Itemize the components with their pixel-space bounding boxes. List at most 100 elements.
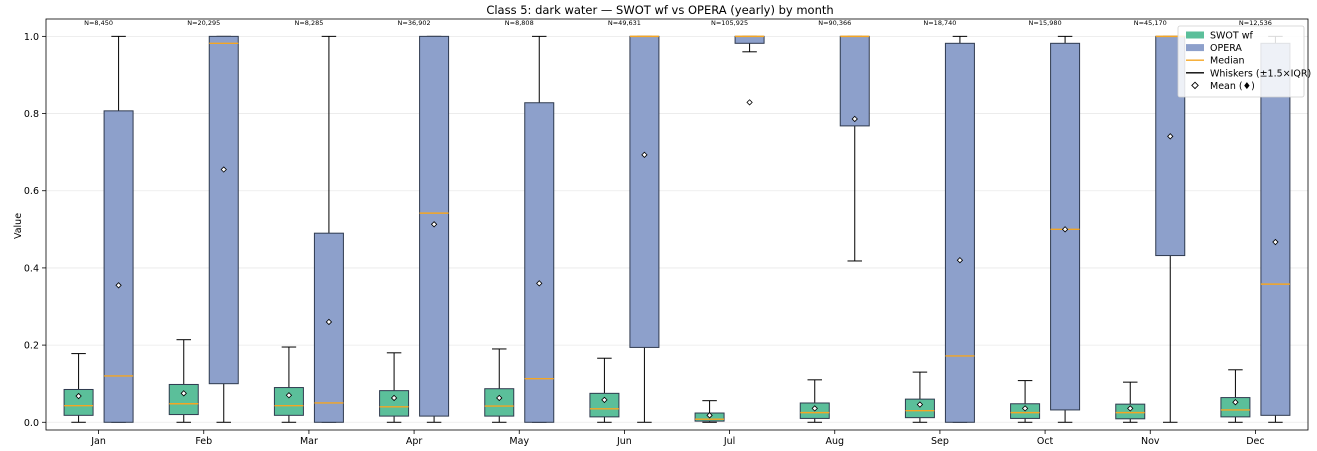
x-tick-label: Jul (723, 436, 735, 447)
mean-marker (1061, 226, 1069, 233)
mean-marker (1167, 133, 1174, 140)
x-tick-label: Oct (1037, 436, 1054, 447)
box-swot-wf-jan (63, 353, 94, 423)
mean-marker (325, 318, 333, 326)
box-swot-wf-dec (1220, 369, 1251, 423)
x-tick-label: Nov (1141, 436, 1160, 447)
mean-marker (115, 282, 122, 289)
box-swot-wf-sep (904, 371, 935, 423)
y-tick-label: 0.8 (24, 109, 39, 120)
box-body (379, 390, 410, 417)
x-tick-label: Apr (406, 436, 423, 447)
legend-label: Whiskers (±1.5×IQR) (1210, 68, 1311, 79)
sample-count-label: N=18,740 (923, 19, 956, 27)
plot-frame (45, 18, 1309, 431)
box-swot-wf-feb (168, 339, 199, 423)
box-opera-may (524, 35, 555, 423)
box-body (484, 388, 515, 417)
mean-marker (916, 401, 924, 408)
x-tick-label: May (509, 436, 529, 447)
mean-marker (1127, 405, 1134, 412)
sample-count-label: N=12,536 (1239, 19, 1272, 27)
legend-label: Median (1210, 56, 1245, 67)
mean-marker (601, 396, 608, 404)
sample-count-label: N=8,808 (505, 19, 534, 27)
box-body (1220, 397, 1251, 418)
sample-count-label: N=49,631 (608, 19, 641, 27)
box-opera-jan (103, 35, 134, 423)
box-opera-sep (944, 35, 975, 423)
legend-swatch (1186, 44, 1204, 52)
mean-marker (811, 405, 818, 412)
x-tick-label: Jan (90, 436, 106, 447)
mean-marker (1232, 399, 1239, 406)
sample-count-label: N=90,366 (818, 19, 851, 27)
box-body (1155, 35, 1186, 257)
mean-marker (220, 166, 227, 173)
x-tick-label: Dec (1246, 436, 1264, 447)
box-body (313, 232, 344, 423)
box-swot-wf-oct (1010, 380, 1041, 423)
x-tick-label: Mar (300, 436, 318, 447)
legend-box (1177, 25, 1305, 98)
y-tick-label: 0.4 (24, 263, 39, 274)
mean-marker (430, 221, 438, 228)
mean-marker (285, 392, 293, 399)
legend-label: OPERA (1210, 43, 1242, 54)
x-tick-label: Jun (616, 436, 632, 447)
box-body (1260, 42, 1291, 416)
mean-marker (75, 392, 82, 400)
box-body (839, 35, 870, 127)
box-swot-wf-mar (273, 346, 304, 423)
mean-marker (706, 412, 713, 419)
y-tick-label: 0.0 (24, 418, 39, 429)
mean-marker (641, 151, 648, 159)
sample-count-label: N=45,170 (1134, 19, 1167, 27)
sample-count-label: N=105,925 (711, 19, 748, 27)
mean-marker (180, 390, 187, 397)
box-opera-jun (629, 35, 660, 423)
box-body (168, 383, 199, 416)
box-body (103, 110, 134, 423)
mean-marker (851, 115, 858, 123)
box-layer (63, 35, 1291, 423)
box-body (273, 387, 304, 416)
box-body (589, 392, 620, 418)
box-opera-feb (208, 35, 239, 423)
sample-count-label: N=8,450 (84, 19, 113, 27)
legend-label: SWOT wf (1210, 31, 1253, 42)
sample-count-label: N=20,295 (187, 19, 220, 27)
legend-swatch (1186, 31, 1204, 39)
x-tick-label: Sep (931, 436, 949, 447)
box-opera-apr (419, 35, 450, 423)
chart-title: Class 5: dark water — SWOT wf vs OPERA (… (486, 3, 833, 17)
legend-diamond (1191, 81, 1199, 90)
mean-marker (1021, 405, 1029, 412)
box-swot-wf-jun (589, 357, 620, 423)
mean-marker (496, 394, 503, 402)
box-opera-oct (1050, 35, 1081, 423)
legend-label: Mean (♦) (1210, 81, 1255, 92)
axis-layer: 0.0 0.2 0.4 0.6 0.8 1.0 Jan N=8,450 Feb N=20,295 M… (24, 18, 1309, 447)
box-swot-wf-may (484, 348, 515, 423)
box-body (208, 35, 239, 385)
x-tick-label: Aug (825, 436, 844, 447)
box-body (734, 35, 765, 44)
y-axis-title: Value (13, 213, 24, 239)
box-opera-nov (1155, 35, 1186, 423)
y-tick-label: 1.0 (24, 32, 39, 43)
mean-marker (956, 257, 964, 264)
mean-marker (1272, 238, 1279, 246)
sample-count-label: N=8,285 (294, 19, 323, 27)
grid-layer (46, 35, 1308, 423)
x-tick-label: Feb (195, 436, 212, 447)
y-tick-label: 0.2 (24, 341, 39, 352)
box-body (904, 398, 935, 419)
sample-count-label: N=36,902 (398, 19, 431, 27)
box-opera-mar (313, 35, 344, 423)
box-body (524, 102, 555, 423)
mean-marker (390, 394, 398, 402)
